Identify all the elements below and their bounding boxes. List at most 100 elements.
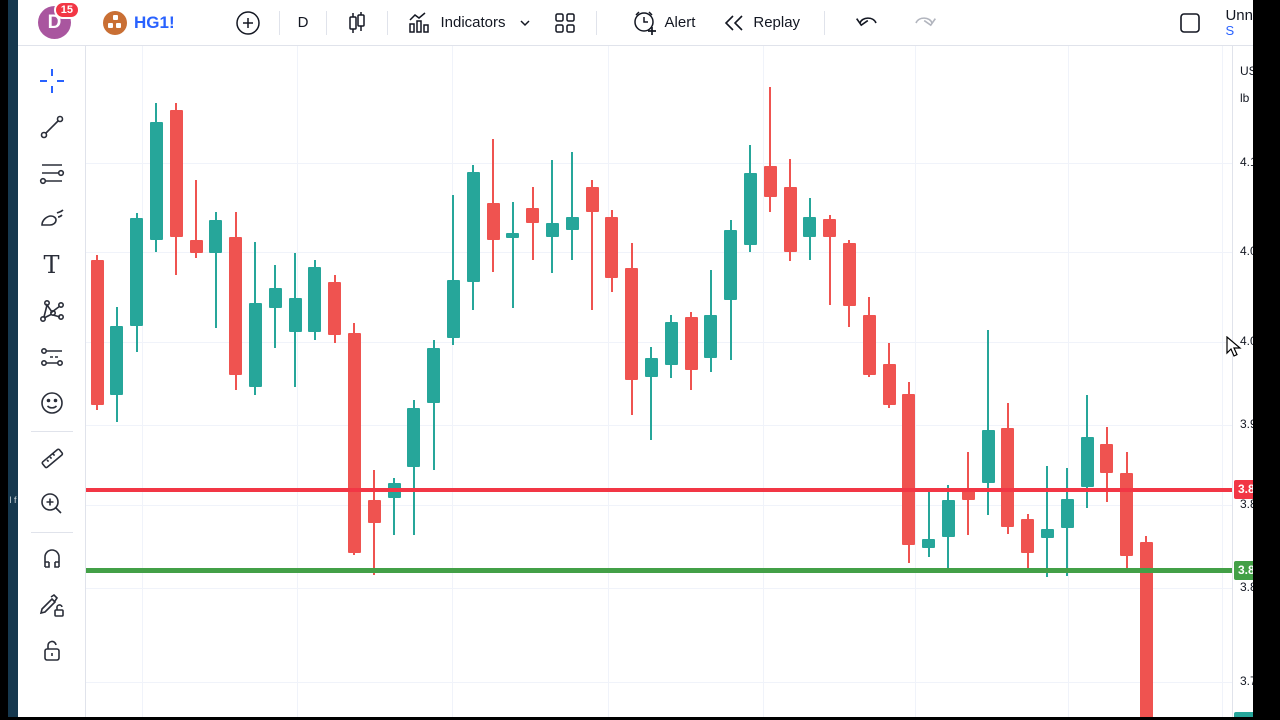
candle-body[interactable] — [1040, 528, 1054, 539]
candle-body[interactable] — [644, 358, 658, 377]
candle-body[interactable] — [961, 488, 975, 500]
candle-body[interactable] — [149, 121, 163, 240]
price-line-resistance[interactable] — [85, 487, 1232, 492]
chart-pane[interactable] — [85, 45, 1232, 720]
candle-body[interactable] — [446, 279, 460, 338]
replay-button[interactable]: Replay — [713, 6, 808, 40]
candle-body[interactable] — [209, 219, 223, 253]
candle-body[interactable] — [1021, 519, 1035, 553]
candle-body[interactable] — [268, 288, 282, 308]
price-line-support[interactable] — [85, 568, 1232, 574]
candle-wick — [828, 215, 831, 306]
indicators-dropdown[interactable] — [514, 6, 536, 40]
candle-body[interactable] — [110, 325, 124, 395]
candle-body[interactable] — [684, 316, 698, 371]
candle-body[interactable] — [1139, 542, 1153, 720]
candle-body[interactable] — [1100, 443, 1114, 473]
candle-body[interactable] — [506, 233, 520, 239]
alert-button[interactable]: Alert — [623, 6, 704, 40]
crosshair-icon — [39, 69, 64, 93]
candle-body[interactable] — [1120, 473, 1134, 557]
tool-brush[interactable] — [32, 199, 72, 239]
candle-body[interactable] — [229, 237, 243, 376]
user-avatar[interactable]: D 15 — [38, 1, 80, 39]
candle-body[interactable] — [169, 110, 183, 238]
candle-wick — [591, 179, 593, 311]
candle-body[interactable] — [605, 216, 619, 279]
tool-drawing-lock[interactable] — [32, 585, 72, 625]
tool-text[interactable]: T — [32, 245, 72, 285]
candle-body[interactable] — [902, 393, 916, 545]
layout-button[interactable] — [544, 6, 586, 40]
tool-crosshair[interactable] — [32, 61, 72, 101]
candle-body[interactable] — [1001, 428, 1015, 527]
tool-lock-all[interactable] — [32, 631, 72, 671]
candle-body[interactable] — [783, 187, 797, 253]
candle-body[interactable] — [743, 173, 757, 245]
candle-body[interactable] — [1080, 437, 1094, 488]
candle-body[interactable] — [407, 407, 421, 467]
candle-wick — [511, 202, 514, 308]
candle-body[interactable] — [466, 171, 480, 282]
candle-body[interactable] — [842, 243, 856, 307]
candle-body[interactable] — [625, 268, 639, 381]
layout-name-button[interactable]: Unn S — [1225, 8, 1253, 38]
candle-body[interactable] — [862, 315, 876, 376]
fib-retracement-icon — [39, 164, 64, 185]
candle-body[interactable] — [823, 219, 837, 238]
tool-fib-retracement[interactable] — [32, 153, 72, 193]
candle-body[interactable] — [724, 229, 738, 300]
candle-body[interactable] — [328, 282, 342, 335]
candle-body[interactable] — [189, 239, 203, 253]
candle-body[interactable] — [486, 202, 500, 240]
indicators-button[interactable]: Indicators — [398, 6, 513, 40]
tool-zoom-in[interactable] — [32, 484, 72, 524]
tool-trend-line[interactable] — [32, 107, 72, 147]
long-position-icon — [40, 348, 63, 366]
chart-style-button[interactable] — [337, 6, 377, 40]
candle-body[interactable] — [1060, 498, 1074, 529]
candle-body[interactable] — [803, 216, 817, 238]
candle-body[interactable] — [526, 207, 540, 224]
candle-body[interactable] — [367, 500, 381, 523]
fullscreen-button[interactable] — [1169, 6, 1211, 40]
layout-grid-icon — [554, 12, 575, 33]
tool-magnet[interactable] — [32, 539, 72, 579]
candle-body[interactable] — [664, 321, 678, 366]
candle-body[interactable] — [308, 266, 322, 333]
lock-open-icon — [43, 640, 60, 661]
candle-body[interactable] — [545, 223, 559, 238]
candle-wick — [571, 152, 574, 261]
candle-body[interactable] — [347, 333, 361, 553]
timeframe-button[interactable]: D — [290, 6, 317, 40]
candle-body[interactable] — [922, 538, 936, 548]
grid-line-horizontal — [85, 163, 1232, 164]
candle-body[interactable] — [288, 297, 302, 333]
brush-icon — [40, 209, 64, 226]
candle-body[interactable] — [981, 429, 995, 484]
redo-button[interactable] — [903, 6, 945, 40]
candle-body[interactable] — [704, 315, 718, 359]
price-line-badge-support: 3.8 — [1234, 560, 1259, 580]
candle-body[interactable] — [90, 259, 104, 406]
candle-body[interactable] — [763, 165, 777, 197]
tool-xabcd-pattern[interactable] — [32, 291, 72, 331]
grid-line-horizontal — [85, 342, 1232, 343]
candle-body[interactable] — [882, 364, 896, 406]
timeframe-label: D — [297, 14, 309, 31]
symbol-search-button[interactable]: HG1! — [134, 12, 175, 32]
indicators-label: Indicators — [440, 14, 506, 31]
candle-body[interactable] — [248, 302, 262, 388]
symbol-logo-icon[interactable] — [103, 10, 127, 35]
undo-button[interactable] — [847, 6, 889, 40]
candle-body[interactable] — [585, 187, 599, 212]
grid-line-vertical — [915, 45, 916, 720]
tool-ruler[interactable] — [32, 438, 72, 478]
candle-body[interactable] — [130, 218, 144, 326]
tool-emoji[interactable] — [32, 383, 72, 423]
candle-body[interactable] — [427, 348, 441, 403]
candle-body[interactable] — [941, 500, 955, 538]
add-symbol-button[interactable] — [227, 6, 269, 40]
candle-body[interactable] — [565, 216, 579, 230]
tool-long-position[interactable] — [32, 337, 72, 377]
